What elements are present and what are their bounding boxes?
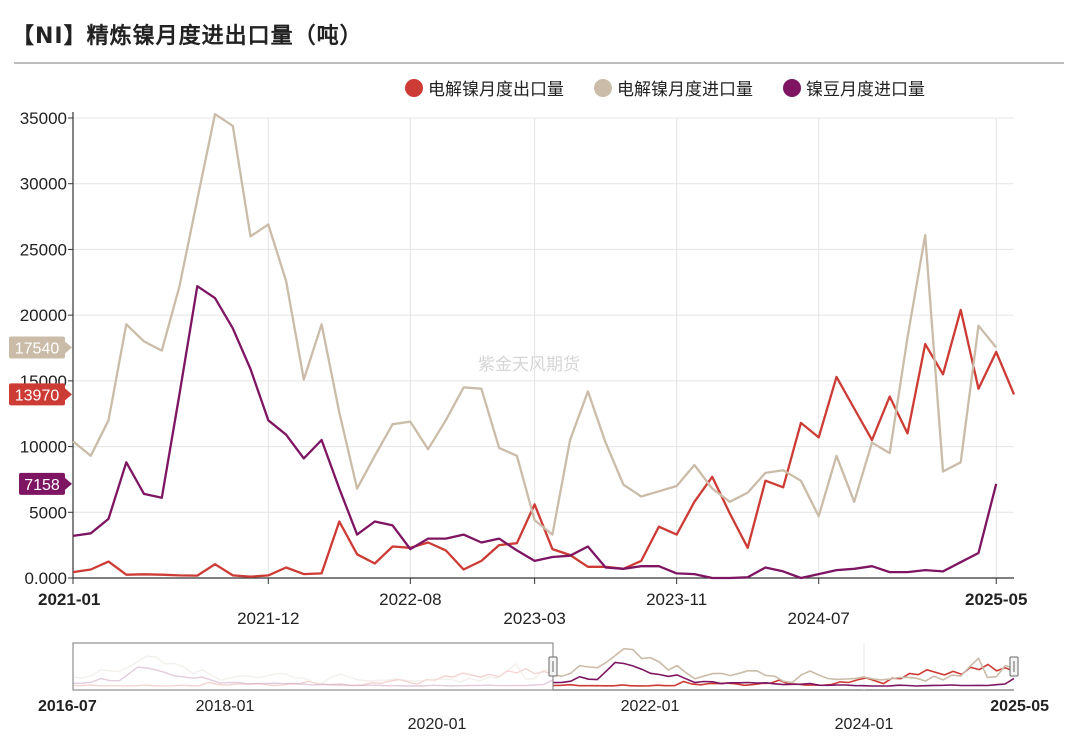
legend-marker-3[interactable] xyxy=(783,79,801,97)
last-value-label: 7158 xyxy=(24,477,60,494)
y-tick-label: 25000 xyxy=(20,240,67,259)
x-tick-label: 2022-08 xyxy=(379,590,441,609)
y-tick-label: 20000 xyxy=(20,306,67,325)
title-divider xyxy=(14,62,1064,64)
navigator-tick-label: 2025-05 xyxy=(990,698,1049,715)
watermark: 紫金天风期货 xyxy=(478,355,580,375)
chart-title: 【NI】精炼镍月度进出口量（吨） xyxy=(12,24,363,49)
y-tick-label: 0.000 xyxy=(24,569,67,588)
x-tick-label: 2024-07 xyxy=(788,609,850,628)
last-value-badge-pointer xyxy=(65,388,72,401)
navigator-tick-label: 2024-01 xyxy=(835,716,894,733)
navigator-tick-label: 2020-01 xyxy=(408,716,467,733)
last-value-badge-pointer xyxy=(65,341,72,354)
legend-label-1[interactable]: 电解镍月度出口量 xyxy=(428,80,564,99)
navigator-mask-region xyxy=(72,642,554,691)
navigator-series-1 xyxy=(552,663,1015,687)
last-value-label: 17540 xyxy=(15,340,60,357)
last-value-badge-pointer xyxy=(65,477,72,490)
last-value-badge xyxy=(9,336,65,359)
navigator-series-3 xyxy=(552,661,1015,687)
x-tick-label: 2023-11 xyxy=(646,590,707,609)
navigator-tick-label: 2016-07 xyxy=(38,698,97,715)
last-value-label: 13970 xyxy=(15,387,60,404)
x-tick-label: 2021-12 xyxy=(237,609,299,628)
x-tick-label: 2023-03 xyxy=(503,609,565,628)
legend-marker-2[interactable] xyxy=(594,79,612,97)
last-value-badge xyxy=(9,383,65,406)
navigator-tick-label: 2018-01 xyxy=(196,698,255,715)
navigator-series-2 xyxy=(552,647,1015,684)
navigator-tick-label: 2022-01 xyxy=(621,698,680,715)
legend-label-2[interactable]: 电解镍月度进口量 xyxy=(617,80,753,99)
legend-marker-1[interactable] xyxy=(405,79,423,97)
legend-label-3[interactable]: 镍豆月度进口量 xyxy=(806,80,925,99)
x-tick-label: 2025-05 xyxy=(965,590,1027,609)
y-tick-label: 5000 xyxy=(29,503,67,522)
x-tick-label: 2021-01 xyxy=(38,590,100,609)
last-value-badge xyxy=(19,472,65,495)
y-tick-label: 30000 xyxy=(20,175,67,194)
y-tick-label: 35000 xyxy=(20,109,67,128)
y-tick-label: 10000 xyxy=(20,438,67,457)
series-line-2 xyxy=(72,112,998,536)
series-line-3 xyxy=(72,285,998,580)
